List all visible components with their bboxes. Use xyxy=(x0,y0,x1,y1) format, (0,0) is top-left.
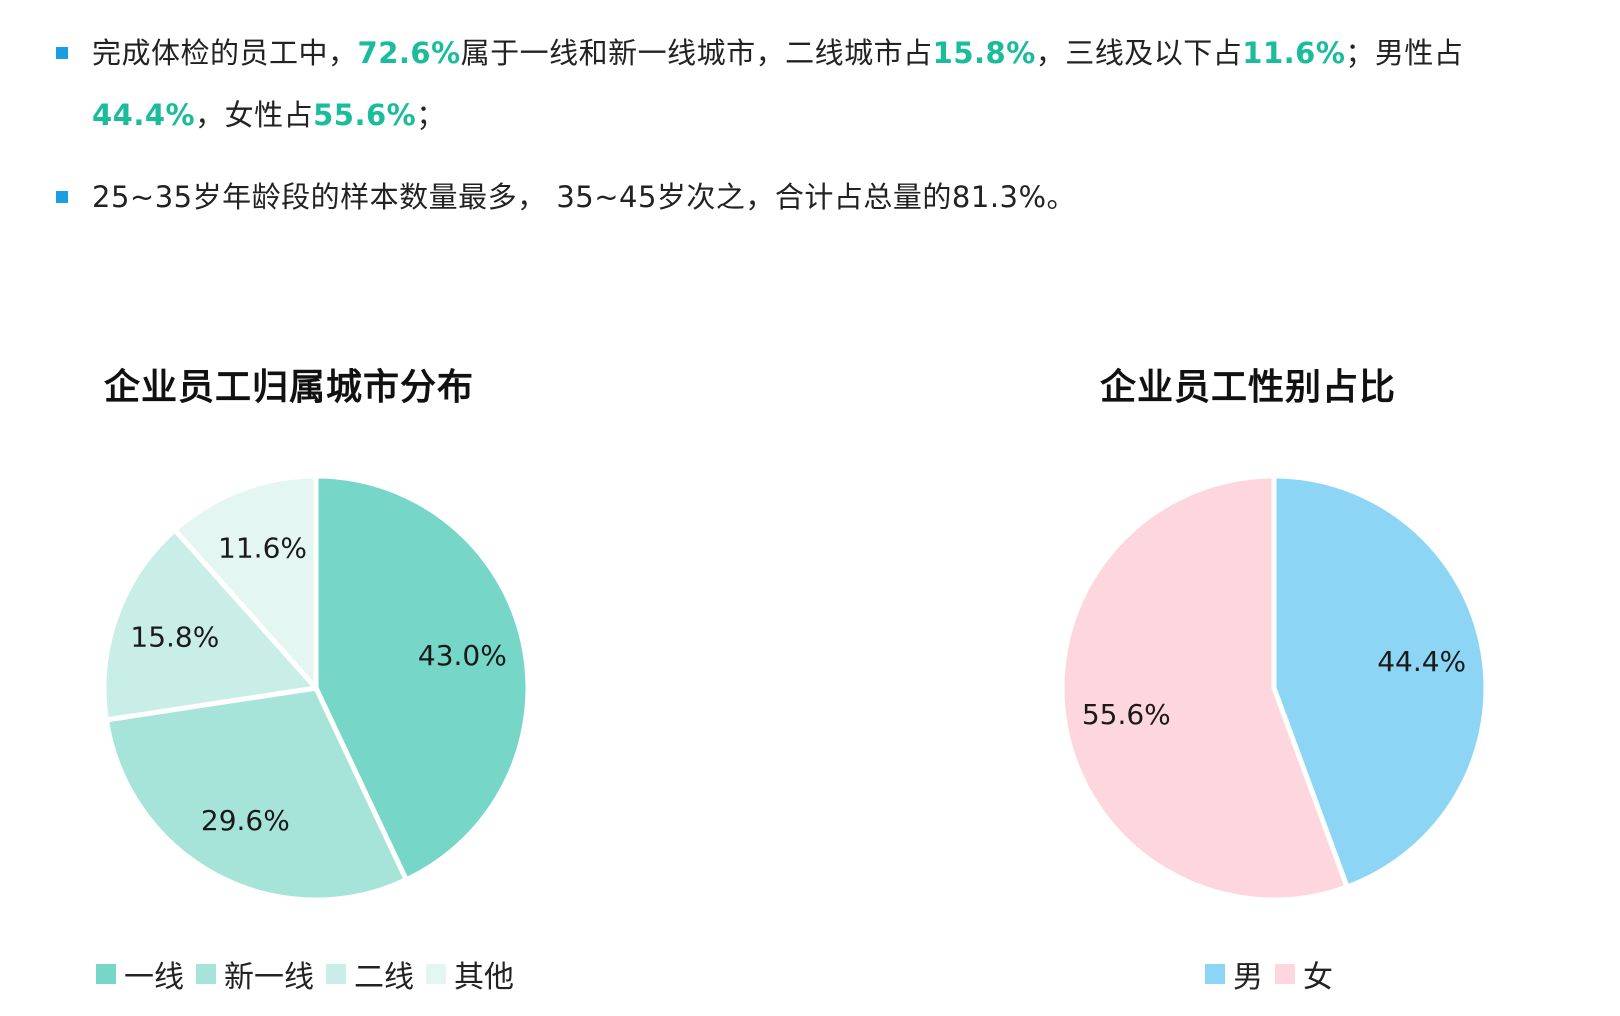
legend-item: 一线 xyxy=(96,952,184,996)
pie-slice-女 xyxy=(1059,473,1350,903)
highlight-value: 44.4% xyxy=(92,98,196,132)
highlight-value: 11.6% xyxy=(1242,36,1346,70)
gender-pie-chart: 44.4% 55.6% xyxy=(1059,473,1489,903)
legend-item: 新一线 xyxy=(196,952,314,996)
pie-data-label: 15.8% xyxy=(130,621,219,654)
bullet-text: 属于一线和新一线城市，二线城市占 xyxy=(460,36,933,70)
bullet-text: ； xyxy=(416,98,446,132)
pie-data-label: 55.6% xyxy=(1082,698,1171,731)
legend-label: 女 xyxy=(1303,960,1333,995)
bullet-text: ，女性占 xyxy=(195,98,314,132)
bullet-text: 25~35岁年龄段的样本数量最多， 35~45岁次之，合计占总量的81.3%。 xyxy=(92,180,1077,214)
pie-data-label: 44.4% xyxy=(1377,645,1466,678)
gender-chart-title: 企业员工性别占比 xyxy=(1100,367,1397,408)
city-chart-title: 企业员工归属城市分布 xyxy=(104,367,475,408)
summary-bullet-age: 25~35岁年龄段的样本数量最多， 35~45岁次之，合计占总量的81.3%。 xyxy=(52,166,1592,228)
pie-data-label: 29.6% xyxy=(201,804,290,837)
highlight-value: 55.6% xyxy=(313,98,417,132)
bullet-text: ； xyxy=(1345,36,1375,70)
legend-item: 男 xyxy=(1205,952,1263,996)
legend-swatch xyxy=(96,964,116,984)
city-pie-chart: 43.0% 29.6% 15.8% 11.6% xyxy=(101,473,531,903)
legend-item: 其他 xyxy=(426,952,514,996)
summary-bullets: 完成体检的员工中，72.6%属于一线和新一线城市，二线城市占15.8%，三线及以… xyxy=(52,22,1592,228)
legend-label: 一线 xyxy=(124,960,184,995)
legend-label: 新一线 xyxy=(224,960,314,995)
pie-data-label: 43.0% xyxy=(418,639,507,672)
bullet-text: 完成体检的员工中， xyxy=(92,36,358,70)
bullet-text: ，三线及以下占 xyxy=(1035,36,1243,70)
gender-chart-legend: 男女 xyxy=(1205,952,1345,996)
legend-swatch xyxy=(1205,964,1225,984)
summary-bullet-city-gender: 完成体检的员工中，72.6%属于一线和新一线城市，二线城市占15.8%，三线及以… xyxy=(52,22,1592,146)
pie-slice-男 xyxy=(1271,473,1489,890)
legend-item: 女 xyxy=(1275,952,1333,996)
legend-swatch xyxy=(426,964,446,984)
bullet-square-icon xyxy=(56,191,68,203)
legend-item: 二线 xyxy=(326,952,414,996)
legend-swatch xyxy=(1275,964,1295,984)
bullet-square-icon xyxy=(56,47,68,59)
legend-swatch xyxy=(196,964,216,984)
highlight-value: 15.8% xyxy=(932,36,1036,70)
city-chart-legend: 一线 新一线 二线 其他 xyxy=(96,952,526,996)
legend-swatch xyxy=(326,964,346,984)
legend-label: 男 xyxy=(1233,960,1263,995)
legend-label: 二线 xyxy=(354,960,414,995)
bullet-text: 男性占 xyxy=(1374,36,1464,70)
pie-slice-一线 xyxy=(313,473,531,883)
pie-slice-其他 xyxy=(172,473,319,691)
pie-data-label: 11.6% xyxy=(218,531,307,564)
pie-slice-新一线 xyxy=(103,685,409,903)
legend-label: 其他 xyxy=(454,960,514,995)
highlight-value: 72.6% xyxy=(357,36,461,70)
pie-slice-二线 xyxy=(101,527,319,723)
